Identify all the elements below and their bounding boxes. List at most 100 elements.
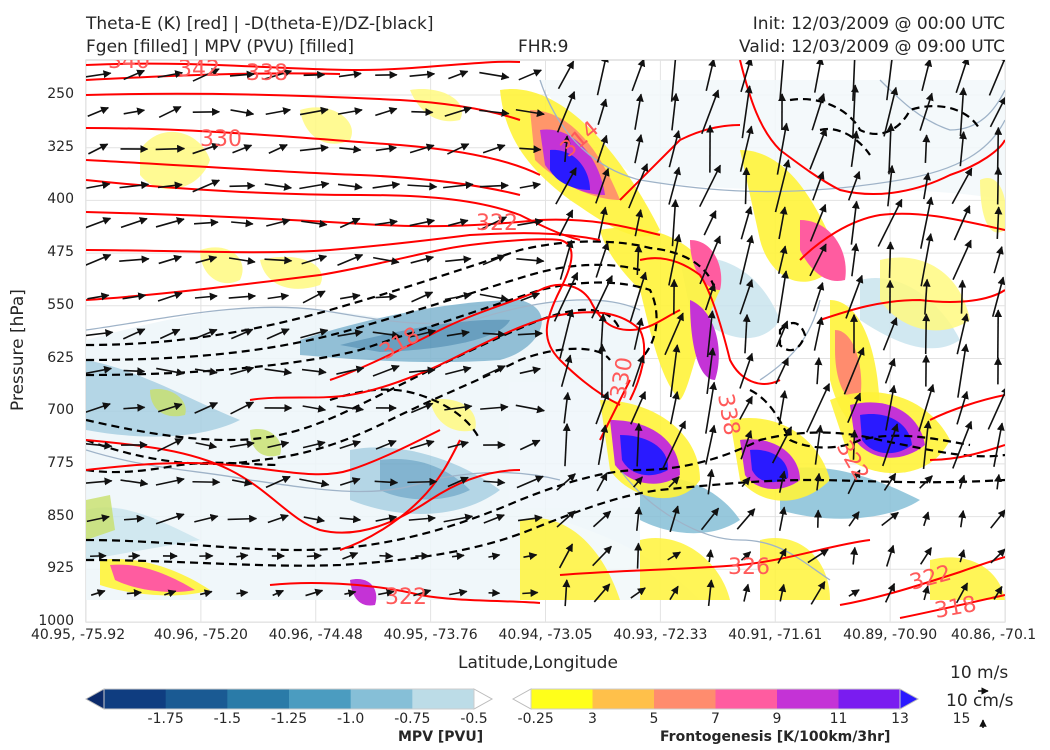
wind-vector — [515, 108, 545, 118]
wind-vector — [920, 232, 934, 287]
wind-vector — [372, 364, 400, 377]
wind-vector — [86, 402, 111, 413]
wind-vector — [994, 126, 1003, 171]
wind-vector — [373, 256, 400, 265]
wind-vector — [299, 106, 329, 116]
wind-vector — [302, 440, 326, 449]
wind-vector — [742, 313, 751, 354]
wind-vector — [994, 473, 1002, 490]
wind-vector — [958, 279, 967, 314]
wind-vector — [634, 542, 643, 569]
wind-vector — [595, 391, 610, 425]
wind-vector — [700, 507, 720, 531]
wind-vector — [777, 245, 788, 275]
wind-vector — [157, 438, 184, 452]
wind-vector — [409, 439, 435, 450]
wind-vector — [813, 316, 824, 351]
contour-label: 340 — [108, 49, 150, 74]
wind-vector — [778, 390, 788, 426]
wind-vector — [559, 308, 575, 359]
wind-vector — [156, 367, 185, 377]
wind-vector — [231, 219, 254, 228]
wind-vector — [267, 514, 289, 524]
colorbar-extend-right — [899, 688, 920, 710]
wind-vector — [562, 135, 571, 163]
wind-vector — [519, 366, 541, 375]
colorbar-extend-left — [84, 688, 105, 710]
x-tick-label: 40.93, -72.33 — [613, 627, 708, 643]
wind-vector — [739, 395, 753, 420]
wind-vector — [634, 134, 644, 164]
wind-vector — [671, 199, 680, 247]
colorbar-tick-label: 7 — [711, 711, 720, 727]
wind-vector — [158, 105, 182, 119]
colorbar-swatch — [104, 689, 167, 709]
wind-vector — [556, 473, 576, 491]
wind-vector — [662, 420, 686, 470]
wind-vector — [192, 179, 221, 193]
wind-vector — [157, 291, 183, 302]
wind-vector — [192, 142, 221, 155]
wind-vector — [232, 144, 253, 154]
wind-vector — [631, 354, 645, 387]
wind-vector — [591, 275, 613, 319]
colorbar-swatch — [165, 689, 228, 709]
wind-vector — [194, 402, 219, 414]
wind-vector — [482, 330, 507, 339]
wind-vector — [522, 588, 539, 597]
colorbar-tick-label: 15 — [953, 711, 971, 727]
wind-vector — [520, 292, 541, 302]
wind-vector — [739, 352, 754, 389]
wind-vector — [922, 420, 932, 469]
x-tick-label: 40.96, -74.48 — [268, 627, 363, 643]
wind-vector — [741, 85, 753, 139]
wind-vector — [344, 589, 357, 598]
wind-vector — [775, 320, 789, 348]
wind-vector — [339, 292, 361, 301]
wind-vector — [668, 130, 681, 168]
wind-vector — [704, 283, 716, 311]
wind-vector — [375, 144, 397, 153]
x-axis-label: Latitude,Longitude — [458, 653, 618, 673]
wind-vector — [806, 382, 830, 433]
colorbar-tick-label: -1.0 — [337, 711, 364, 727]
wind-vector — [302, 290, 326, 304]
colorbar-swatch — [289, 689, 352, 709]
wind-vector — [409, 70, 436, 79]
wind-vector — [952, 239, 972, 280]
wind-vector — [877, 198, 903, 247]
wind-vector — [232, 478, 253, 487]
wind-vector — [843, 346, 865, 395]
wind-vector — [630, 587, 646, 599]
colorbar-swatch — [227, 689, 290, 709]
wind-vector — [886, 60, 893, 101]
wind-vector — [90, 589, 106, 597]
wind-vector — [519, 145, 542, 154]
wind-vector — [86, 365, 113, 375]
wind-vector — [850, 84, 859, 139]
wind-vector — [479, 108, 510, 117]
wind-vector — [669, 344, 681, 398]
wind-vector — [155, 217, 185, 228]
wind-vector — [158, 254, 183, 265]
wind-vector — [919, 92, 934, 131]
wind-vector — [231, 328, 254, 340]
colorbar-tick-label: -1.5 — [214, 711, 241, 727]
wind-vector — [155, 512, 185, 525]
wind-vector — [444, 106, 472, 117]
wind-vector — [303, 515, 326, 524]
wind-vector — [407, 477, 438, 486]
wind-vector — [379, 551, 394, 560]
wind-vector — [634, 506, 643, 531]
wind-vector — [90, 551, 107, 560]
wind-vector — [951, 167, 973, 205]
wind-vector — [236, 552, 249, 561]
wind-vector — [409, 366, 436, 375]
wind-vector — [126, 589, 142, 597]
contour-label: 342 — [178, 57, 220, 82]
wind-vector — [596, 134, 609, 163]
wind-vector — [266, 217, 291, 227]
wind-vector — [922, 134, 931, 163]
wind-vector — [632, 476, 644, 488]
wind-vector — [483, 513, 505, 524]
